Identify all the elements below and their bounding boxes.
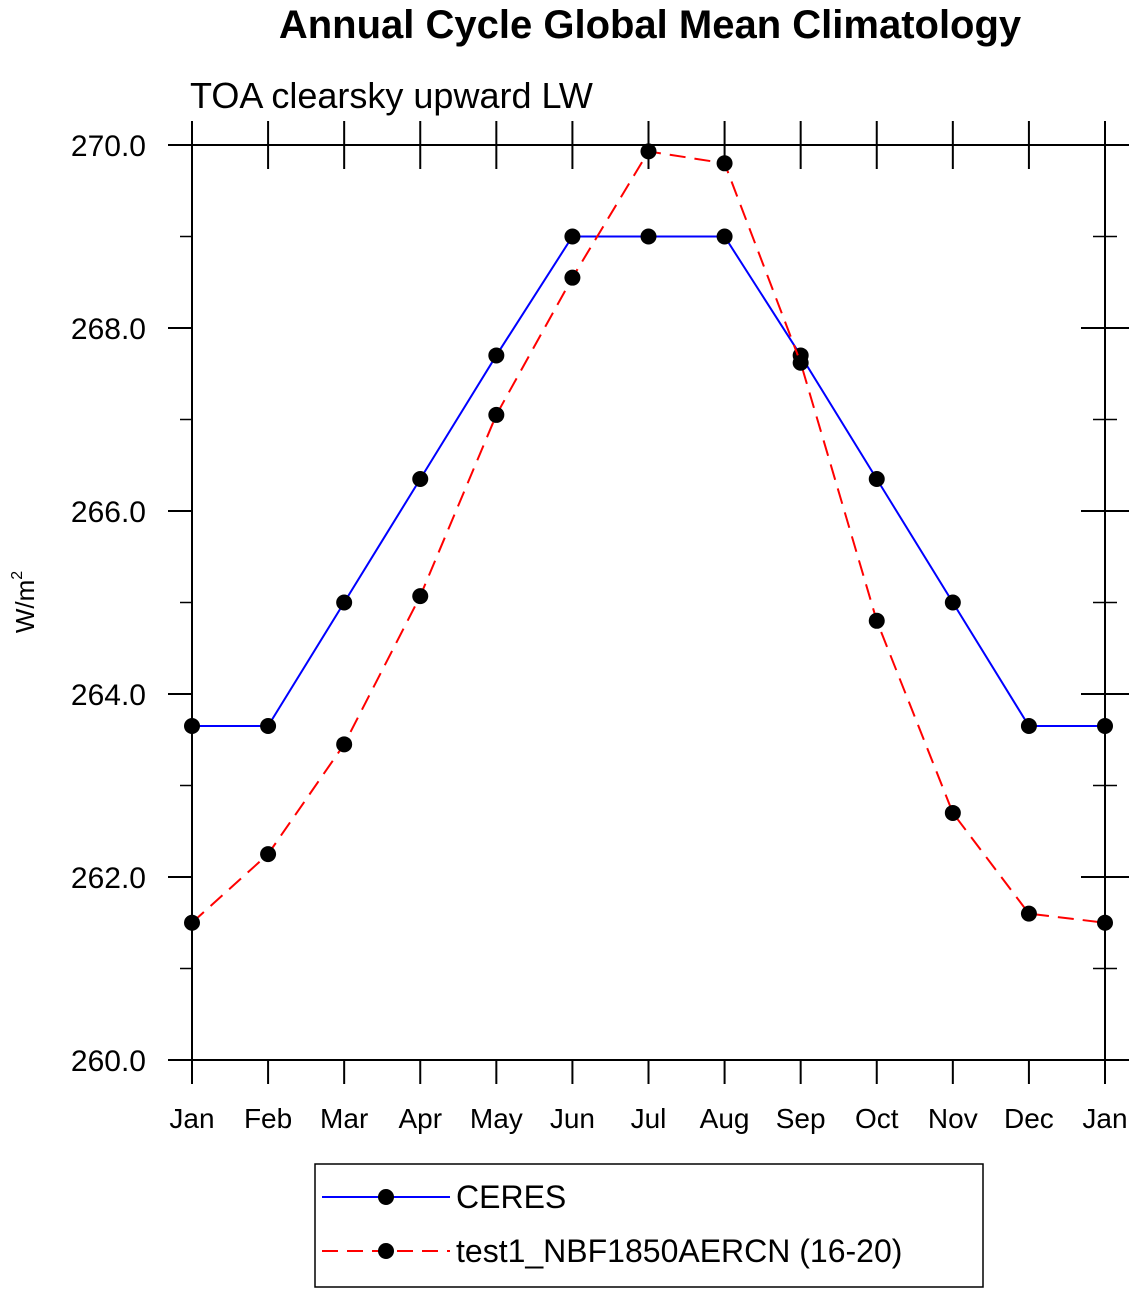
data-point (944, 594, 961, 611)
x-tick-label: Feb (244, 1103, 292, 1134)
data-point (792, 354, 809, 371)
legend: CERES test1_NBF1850AERCN (16-20) (314, 1163, 984, 1288)
data-point (336, 594, 353, 611)
chart-title: Annual Cycle Global Mean Climatology (279, 3, 1022, 47)
x-tick-labels: Jan Feb Mar Apr May Jun Jul Aug Sep Oct Nov Dec Jan (169, 1103, 1127, 1134)
x-tick-label: May (470, 1103, 523, 1134)
data-point (1020, 718, 1037, 735)
data-point (412, 588, 429, 605)
legend-label: CERES (456, 1179, 566, 1215)
data-point (716, 155, 733, 172)
data-point (868, 612, 885, 629)
data-point (868, 470, 885, 487)
series-line (192, 235, 1105, 728)
x-tick-label: Apr (398, 1103, 442, 1134)
x-tick-label: Jun (550, 1103, 595, 1134)
x-tick-label: Jan (1082, 1103, 1127, 1134)
y-axis-label: W/m2 (9, 571, 40, 633)
series-1 (184, 143, 1113, 931)
y-tick-labels: 260.0 262.0 264.0 266.0 268.0 270.0 (71, 130, 146, 1078)
data-point (640, 228, 657, 245)
axis-ticks (168, 121, 1129, 1084)
y-axis-label-text: W/m (10, 580, 40, 633)
series-0 (184, 228, 1113, 735)
y-tick-label: 270.0 (71, 130, 146, 163)
x-tick-label: Nov (928, 1103, 978, 1134)
x-tick-label: Mar (320, 1103, 368, 1134)
x-tick-label: Sep (776, 1103, 826, 1134)
data-point (260, 846, 277, 863)
x-tick-label: Jul (631, 1103, 667, 1134)
data-point (488, 347, 505, 364)
legend-label: test1_NBF1850AERCN (16-20) (456, 1233, 902, 1269)
series-layer (184, 143, 1113, 931)
data-point (488, 406, 505, 423)
data-point (564, 269, 581, 286)
data-point (640, 143, 657, 160)
y-tick-label: 260.0 (71, 1045, 146, 1078)
data-point (716, 228, 733, 245)
plot-frame (191, 144, 1106, 1061)
y-axis-label-superscript: 2 (9, 571, 26, 580)
legend-entry-0: CERES (322, 1179, 566, 1215)
legend-marker (378, 1243, 394, 1259)
y-tick-label: 266.0 (71, 496, 146, 529)
chart-subtitle: TOA clearsky upward LW (190, 75, 593, 116)
y-tick-label: 262.0 (71, 862, 146, 895)
x-tick-label: Dec (1004, 1103, 1054, 1134)
y-tick-label: 268.0 (71, 313, 146, 346)
svg-text:W/m2: W/m2 (9, 571, 40, 633)
data-point (564, 228, 581, 245)
data-point (944, 804, 961, 821)
legend-box (314, 1163, 984, 1288)
data-point (1020, 905, 1037, 922)
x-tick-label: Aug (700, 1103, 750, 1134)
legend-entry-1: test1_NBF1850AERCN (16-20) (322, 1233, 902, 1269)
data-point (336, 736, 353, 753)
data-point (260, 718, 277, 735)
data-point (412, 470, 429, 487)
x-tick-label: Jan (169, 1103, 214, 1134)
y-tick-label: 264.0 (71, 679, 146, 712)
series-line (191, 150, 1106, 924)
legend-marker (378, 1189, 394, 1205)
x-tick-label: Oct (855, 1103, 899, 1134)
